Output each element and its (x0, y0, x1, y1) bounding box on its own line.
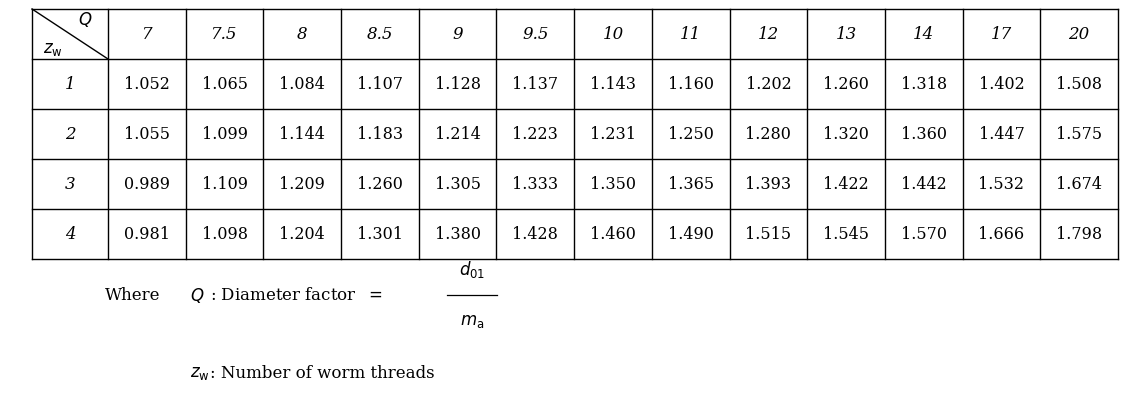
Text: $z_\mathrm{w}$: $z_\mathrm{w}$ (43, 41, 63, 58)
Text: 1.490: 1.490 (668, 226, 714, 243)
Text: 1.065: 1.065 (201, 76, 247, 93)
Text: 1.350: 1.350 (590, 176, 636, 193)
Text: 7: 7 (142, 26, 152, 43)
Text: 3: 3 (65, 176, 76, 193)
Text: 1.301: 1.301 (357, 226, 403, 243)
Text: 1.460: 1.460 (590, 226, 636, 243)
Text: 1.422: 1.422 (824, 176, 869, 193)
Text: 1.333: 1.333 (513, 176, 558, 193)
Text: 9.5: 9.5 (522, 26, 549, 43)
Text: 1.183: 1.183 (357, 126, 403, 143)
Text: 1.098: 1.098 (201, 226, 247, 243)
Text: 1.447: 1.447 (978, 126, 1024, 143)
Text: 1.231: 1.231 (590, 126, 636, 143)
Text: 17: 17 (991, 26, 1012, 43)
Text: : Number of worm threads: : Number of worm threads (210, 364, 435, 382)
Text: 1.052: 1.052 (124, 76, 169, 93)
Text: 1.674: 1.674 (1056, 176, 1102, 193)
Text: 1.798: 1.798 (1056, 226, 1102, 243)
Text: 1.280: 1.280 (746, 126, 792, 143)
Text: 1.380: 1.380 (435, 226, 480, 243)
Text: $Q$: $Q$ (190, 286, 205, 305)
Text: 9: 9 (452, 26, 463, 43)
Text: 1.320: 1.320 (824, 126, 869, 143)
Text: 1.393: 1.393 (746, 176, 792, 193)
Text: 1.428: 1.428 (513, 226, 558, 243)
Text: 1.365: 1.365 (668, 176, 714, 193)
Text: Where: Where (105, 287, 160, 304)
Text: 1.202: 1.202 (746, 76, 792, 93)
Text: 1.305: 1.305 (435, 176, 480, 193)
Text: $Q$: $Q$ (78, 11, 93, 30)
Text: 8.5: 8.5 (367, 26, 394, 43)
Text: 1.570: 1.570 (900, 226, 947, 243)
Text: 1.318: 1.318 (900, 76, 947, 93)
Text: 1.107: 1.107 (357, 76, 403, 93)
Text: 1.515: 1.515 (746, 226, 792, 243)
Text: : Diameter factor  $=$: : Diameter factor $=$ (210, 287, 383, 304)
Text: $m_\mathrm{a}$: $m_\mathrm{a}$ (460, 313, 484, 330)
Text: 10: 10 (603, 26, 623, 43)
Text: 12: 12 (757, 26, 779, 43)
Text: 1.402: 1.402 (978, 76, 1024, 93)
Text: 2: 2 (65, 126, 76, 143)
Text: 1.144: 1.144 (279, 126, 325, 143)
Text: 1.128: 1.128 (435, 76, 480, 93)
Text: 1.214: 1.214 (435, 126, 480, 143)
Text: 1.204: 1.204 (279, 226, 325, 243)
Text: 1.545: 1.545 (823, 226, 869, 243)
Text: 1.223: 1.223 (513, 126, 558, 143)
Text: 1: 1 (65, 76, 76, 93)
Text: 1.137: 1.137 (513, 76, 558, 93)
Text: 1.209: 1.209 (279, 176, 325, 193)
Text: 20: 20 (1068, 26, 1090, 43)
Text: 13: 13 (835, 26, 857, 43)
Text: 1.160: 1.160 (668, 76, 714, 93)
Text: 1.260: 1.260 (357, 176, 403, 193)
Text: 1.575: 1.575 (1056, 126, 1102, 143)
Text: 4: 4 (65, 226, 76, 243)
Text: 1.508: 1.508 (1056, 76, 1102, 93)
Text: 1.055: 1.055 (124, 126, 169, 143)
Text: 11: 11 (680, 26, 701, 43)
Text: $z_\mathrm{w}$: $z_\mathrm{w}$ (190, 364, 209, 382)
Text: 7.5: 7.5 (212, 26, 238, 43)
Text: 1.084: 1.084 (279, 76, 325, 93)
Text: 0.981: 0.981 (124, 226, 169, 243)
Text: 1.099: 1.099 (201, 126, 247, 143)
Text: 0.989: 0.989 (124, 176, 169, 193)
Text: 1.250: 1.250 (668, 126, 714, 143)
Text: 1.260: 1.260 (824, 76, 869, 93)
Text: 8: 8 (297, 26, 308, 43)
Text: 1.442: 1.442 (900, 176, 946, 193)
Text: 1.143: 1.143 (590, 76, 636, 93)
Text: 1.532: 1.532 (978, 176, 1025, 193)
Text: 1.666: 1.666 (978, 226, 1025, 243)
Text: $d_{01}$: $d_{01}$ (459, 259, 485, 280)
Text: 1.360: 1.360 (900, 126, 947, 143)
Text: 1.109: 1.109 (201, 176, 247, 193)
Text: 14: 14 (913, 26, 935, 43)
